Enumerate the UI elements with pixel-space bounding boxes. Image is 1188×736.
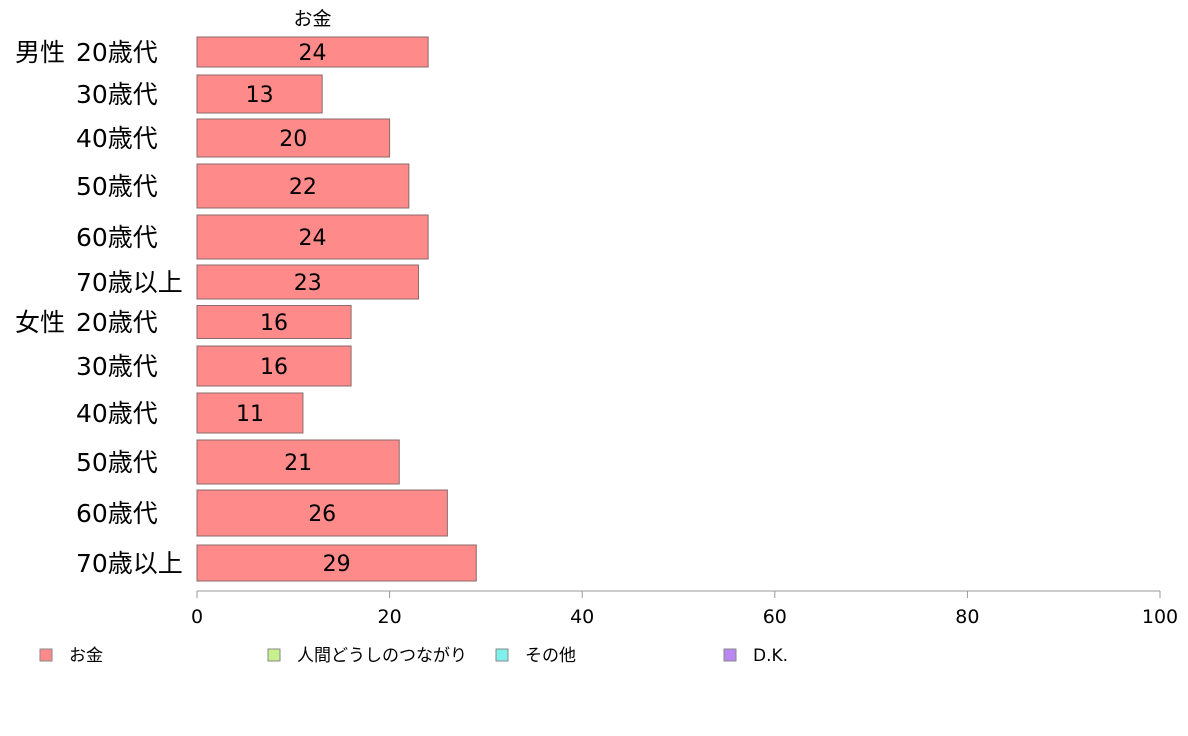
bar-value-label: 26: [308, 502, 336, 527]
bar-value-label: 16: [260, 355, 288, 380]
bar: [196, 74, 323, 114]
bar: [196, 264, 419, 300]
group-label: 男性: [15, 38, 65, 67]
bar: [196, 214, 429, 260]
legend-swatch: [495, 648, 509, 662]
bar: [196, 118, 391, 158]
bar-value-label: 23: [294, 271, 322, 296]
category-label: 70歳以上: [76, 268, 183, 297]
bar: [196, 392, 304, 434]
category-label: 50歳代: [76, 172, 158, 201]
category-label: 40歳代: [76, 399, 158, 428]
bar: [196, 163, 410, 209]
legend-label: その他: [525, 646, 576, 666]
category-label: 30歳代: [76, 352, 158, 381]
legend-swatch: [267, 648, 281, 662]
bar-value-label: 13: [246, 83, 274, 108]
x-tick-label: 100: [1142, 606, 1178, 628]
category-label: 70歳以上: [76, 549, 183, 578]
bar: [196, 439, 400, 485]
category-label: 40歳代: [76, 124, 158, 153]
legend-swatch: [39, 648, 53, 662]
bar-value-label: 24: [299, 41, 327, 66]
x-tick-label: 40: [570, 606, 594, 628]
category-label: 20歳代: [76, 38, 158, 67]
bar-value-label: 20: [279, 127, 307, 152]
x-tick-label: 20: [378, 606, 402, 628]
x-tick-label: 80: [955, 606, 979, 628]
legend-label: 人間どうしのつながり: [297, 646, 467, 666]
legend-label: D.K.: [753, 646, 788, 666]
category-label: 60歳代: [76, 499, 158, 528]
x-tick-label: 0: [191, 606, 203, 628]
category-label: 60歳代: [76, 223, 158, 252]
series-title: お金: [294, 8, 332, 30]
category-label: 30歳代: [76, 80, 158, 109]
bar: [196, 345, 352, 387]
bar-value-label: 11: [236, 402, 264, 427]
bar: [196, 305, 352, 339]
bar: [196, 544, 477, 582]
bar-value-label: 16: [260, 311, 288, 336]
group-label: 女性: [15, 308, 65, 337]
bar-value-label: 22: [289, 175, 317, 200]
bar: [196, 36, 429, 68]
legend-swatch: [723, 648, 737, 662]
x-tick-label: 60: [763, 606, 787, 628]
legend-label: お金: [69, 646, 103, 666]
category-label: 20歳代: [76, 308, 158, 337]
bar-value-label: 29: [323, 552, 351, 577]
bar-value-label: 24: [299, 226, 327, 251]
bar-value-label: 21: [284, 451, 312, 476]
category-label: 50歳代: [76, 448, 158, 477]
bar: [196, 489, 448, 537]
